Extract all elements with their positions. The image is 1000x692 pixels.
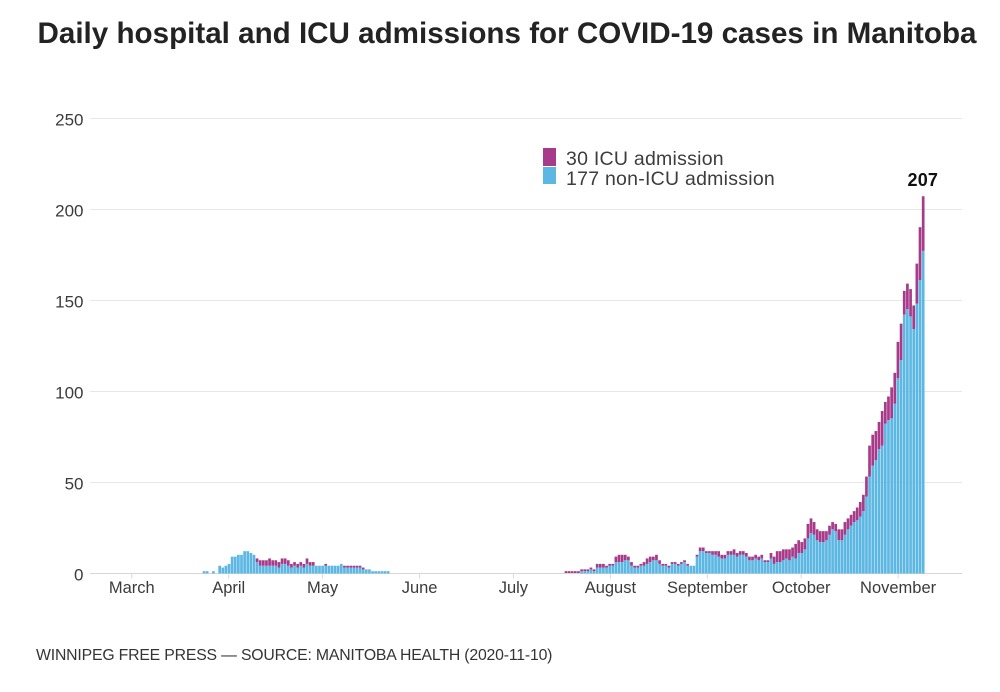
svg-text:August: August [585, 579, 637, 597]
svg-text:October: October [772, 579, 831, 597]
svg-text:June: June [402, 579, 438, 597]
svg-text:November: November [860, 579, 937, 597]
svg-text:200: 200 [55, 201, 83, 220]
svg-text:250: 250 [55, 110, 83, 129]
svg-text:150: 150 [55, 292, 83, 311]
svg-text:September: September [667, 579, 748, 597]
svg-text:May: May [307, 579, 339, 597]
svg-text:100: 100 [55, 383, 83, 402]
svg-text:April: April [212, 579, 245, 597]
svg-text:0: 0 [74, 565, 83, 584]
svg-text:50: 50 [65, 474, 84, 493]
svg-text:July: July [499, 579, 529, 597]
svg-text:March: March [109, 579, 155, 597]
